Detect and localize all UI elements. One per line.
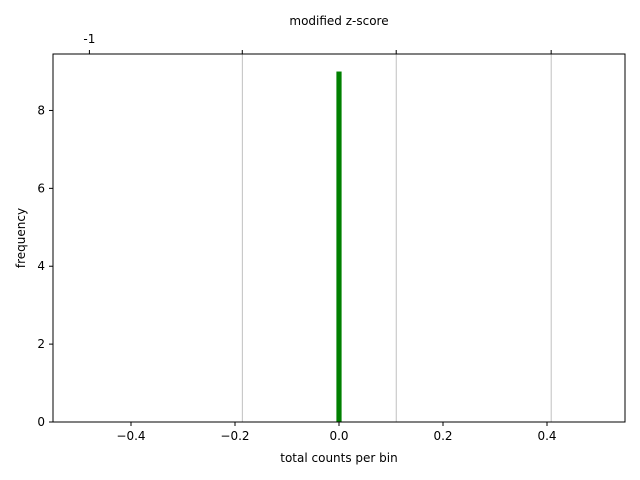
y-tick-label-4: 8 [37, 103, 45, 117]
y-tick-label-0: 0 [37, 415, 45, 429]
x-tick-label-1: −0.2 [220, 429, 249, 443]
top-axis-label: modified z-score [289, 14, 388, 28]
gridlines [241, 54, 552, 422]
y-tick-label-1: 2 [37, 337, 45, 351]
histogram-bar-0 [336, 71, 342, 423]
x-tick-label-0: −0.4 [116, 429, 145, 443]
x-tick-label-4: 0.4 [537, 429, 556, 443]
top-tick-label-0: -1 [83, 32, 95, 46]
y-tick-label-2: 4 [37, 259, 45, 273]
x-axis-label: total counts per bin [280, 451, 397, 465]
y-axis-label: frequency [14, 208, 28, 268]
y-tick-label-3: 6 [37, 181, 45, 195]
top-axis-ticks: -1 [83, 32, 552, 54]
x-axis-ticks: −0.4 −0.2 0.0 0.2 0.4 [116, 422, 557, 443]
x-tick-label-3: 0.2 [433, 429, 452, 443]
y-axis-ticks: 0 2 4 6 8 [37, 103, 53, 429]
histogram-bars [336, 71, 342, 423]
x-tick-label-2: 0.0 [329, 429, 348, 443]
